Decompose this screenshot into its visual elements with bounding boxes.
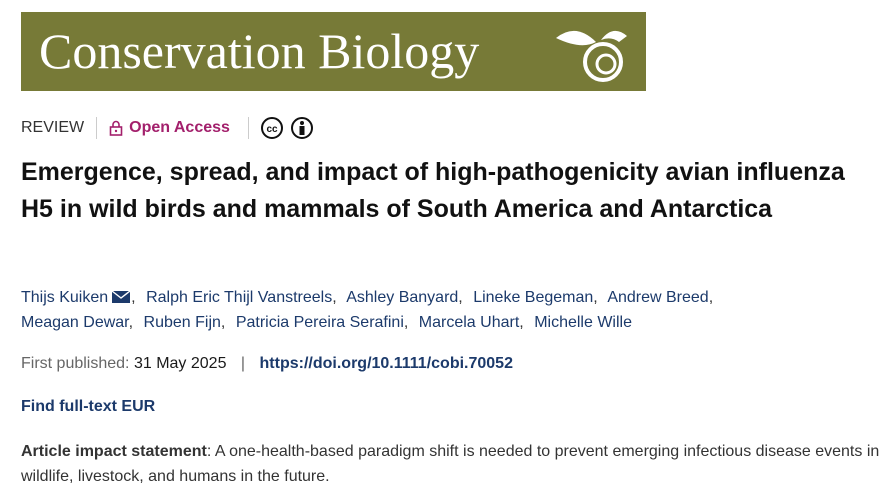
author-entry: Ashley Banyard, [346, 289, 469, 306]
author-entry: Meagan Dewar, [21, 314, 139, 331]
impact-text: : A one-health-based paradigm shift is n… [21, 443, 880, 485]
lock-icon [109, 120, 123, 136]
author-entry: Thijs Kuiken, [21, 289, 142, 306]
author-name[interactable]: Ralph Eric Thijl Vanstreels [146, 289, 333, 306]
author-name[interactable]: Ruben Fijn [143, 314, 221, 331]
open-access[interactable]: Open Access [129, 119, 230, 136]
article-type: REVIEW [21, 119, 85, 136]
separator: , [220, 314, 226, 331]
published-label: First published: [21, 355, 130, 372]
impact-label: Article impact statement [21, 443, 207, 460]
journal-name: Conservation Biology [39, 23, 480, 79]
separator: , [332, 289, 337, 306]
separator: , [519, 314, 524, 331]
author-entry: Michelle Wille [534, 314, 632, 331]
author-entry: Andrew Breed, [607, 289, 719, 306]
author-entry: Lineke Begeman, [473, 289, 604, 306]
author-name[interactable]: Andrew Breed [607, 289, 709, 306]
author-name[interactable]: Meagan Dewar [21, 314, 129, 331]
doi-link[interactable]: https://doi.org/10.1111/cobi.70052 [259, 355, 513, 372]
author-name[interactable]: Lineke Begeman [473, 289, 594, 306]
separator: , [128, 314, 134, 331]
author-name[interactable]: Michelle Wille [534, 314, 632, 331]
divider [96, 117, 98, 139]
separator: | [240, 355, 246, 372]
author-entry: Patricia Pereira Serafini, [236, 314, 415, 331]
full-text-link[interactable]: Find full-text EUR [21, 398, 156, 415]
author-list: Thijs Kuiken, Ralph Eric Thijl Vanstreel… [21, 285, 781, 335]
separator: , [131, 289, 136, 306]
published-date: 31 May 2025 [133, 355, 227, 372]
author-name[interactable]: Thijs Kuiken [21, 289, 109, 306]
author-entry: Marcela Uhart, [419, 314, 530, 331]
journal-logo [556, 30, 627, 82]
impact-statement: Article impact statement: A one-health-b… [21, 439, 881, 489]
article-meta: REVIEW Open Access cc [21, 116, 313, 140]
separator: , [458, 289, 463, 306]
journal-banner[interactable]: Conservation Biology [21, 12, 646, 91]
email-icon[interactable] [111, 290, 131, 304]
author-entry: Ruben Fijn, [144, 314, 232, 331]
author-entry: Ralph Eric Thijl Vanstreels, [146, 289, 343, 306]
license-icons[interactable]: cc [260, 116, 313, 140]
separator: , [593, 289, 598, 306]
separator: , [708, 289, 714, 306]
divider [247, 117, 249, 139]
author-name[interactable]: Marcela Uhart [418, 314, 520, 331]
author-name[interactable]: Patricia Pereira Serafini [235, 314, 404, 331]
article-title: Emergence, spread, and impact of high-pa… [21, 158, 845, 223]
author-name[interactable]: Ashley Banyard [346, 289, 459, 306]
publication-info: First published: 31 May 2025 | https://d… [21, 355, 513, 373]
svg-text:cc: cc [266, 124, 278, 135]
separator: , [403, 314, 409, 331]
